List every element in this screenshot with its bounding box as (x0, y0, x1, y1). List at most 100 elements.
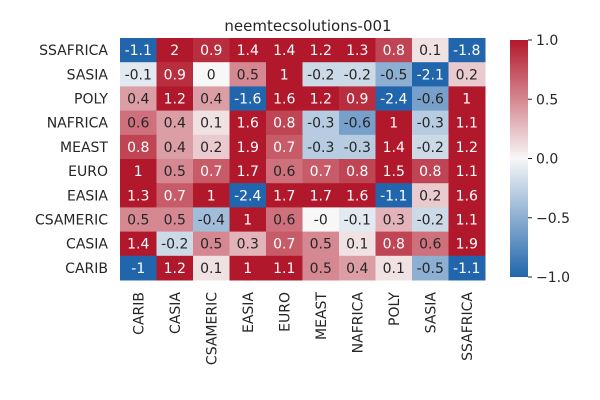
cell-value-label: -0.4 (198, 213, 225, 229)
cell-value-label: 0.1 (383, 261, 405, 277)
cell-value-label: 0.9 (346, 92, 368, 108)
colorbar: 1.0 0.5 0.0 −0.5 −1.0 (510, 33, 570, 286)
heatmap-cell (448, 183, 486, 208)
colorbar-tick-label: −0.5 (536, 211, 570, 227)
cell-value-label: 1.9 (456, 237, 478, 253)
heatmap-cell (156, 255, 194, 281)
cell-value-label: 1 (243, 261, 252, 277)
heatmap-cell (120, 38, 157, 63)
heatmap-cell (156, 38, 194, 63)
heatmap-cell (339, 231, 376, 257)
heatmap-cell (193, 86, 230, 112)
cell-value-label: 1.6 (237, 116, 259, 132)
heatmap-cell (120, 207, 157, 233)
cell-value-label: -1.1 (453, 261, 480, 277)
cell-value-label: 0.7 (273, 237, 295, 253)
y-tick-label: CSAMERIC (35, 213, 108, 229)
heatmap-cell (266, 159, 303, 184)
heatmap-cell (266, 255, 303, 281)
y-tick-label: CASIA (66, 237, 108, 253)
cell-value-label: 1.4 (273, 43, 295, 59)
heatmap-cell (120, 159, 157, 184)
heatmap-cell (448, 38, 486, 63)
cell-value-label: 0.3 (383, 213, 405, 229)
heatmap-cell (448, 231, 486, 257)
heatmap-cell (375, 86, 413, 112)
heatmap-cell (412, 231, 449, 257)
colorbar-tick-label: 1.0 (536, 33, 558, 49)
cell-value-label: 1.1 (273, 261, 295, 277)
cell-value-label: 1.2 (456, 140, 478, 156)
colorbar-tick-label: 0.0 (536, 152, 558, 168)
cell-value-label: 0.6 (127, 116, 149, 132)
heatmap-cell (193, 159, 230, 184)
heatmap-cell (339, 110, 376, 136)
cell-value-label: 1.3 (127, 188, 149, 204)
heatmap-cell (412, 207, 449, 233)
heatmap-cell (193, 207, 230, 233)
heatmap-cell (120, 183, 157, 208)
heatmap-cell (339, 159, 376, 184)
cell-value-label: 0.2 (200, 140, 222, 156)
heatmap-cell (156, 86, 194, 112)
heatmap-cell (120, 134, 157, 160)
cell-value-label: -0.3 (417, 116, 444, 132)
heatmap-cell (412, 62, 449, 87)
cell-value-label: 0.4 (200, 92, 222, 108)
cell-value-label: -0.1 (125, 67, 152, 83)
heatmap-cell (302, 159, 340, 184)
cell-value-label: 0.8 (383, 43, 405, 59)
heatmap-cell (229, 110, 267, 136)
cell-value-label: 0.5 (164, 213, 186, 229)
cell-value-label: 0.9 (164, 67, 186, 83)
cell-value-label: -1.1 (380, 188, 407, 204)
cell-value-label: 0.4 (164, 116, 186, 132)
cell-value-label: 0.7 (310, 164, 332, 180)
cell-value-label: 1.6 (346, 188, 368, 204)
cell-value-label: 1.7 (237, 164, 259, 180)
x-tick-label: EASIA (241, 292, 257, 333)
heatmap-cell (448, 62, 486, 87)
colorbar-tick-label: −1.0 (536, 270, 570, 286)
heatmap-cell (193, 255, 230, 281)
heatmap-cell (266, 134, 303, 160)
heatmap-cell (412, 183, 449, 208)
cell-value-label: 0.8 (127, 140, 149, 156)
x-tick-label: CSAMERIC (204, 292, 220, 365)
heatmap-cell (193, 110, 230, 136)
cell-value-label: -0.2 (417, 213, 444, 229)
cell-value-label: -0.3 (344, 140, 371, 156)
heatmap-cell (156, 159, 194, 184)
cell-value-label: 1.4 (383, 140, 405, 156)
cell-value-label: -0 (314, 213, 328, 229)
heatmap-cell (229, 159, 267, 184)
heatmap-cell (120, 86, 157, 112)
cell-value-label: 1.4 (237, 43, 259, 59)
cell-value-label: -0.2 (417, 140, 444, 156)
chart-title: neemtecsolutions-001 (224, 17, 391, 35)
heatmap-cell (302, 183, 340, 208)
cell-value-label: 0.4 (346, 261, 368, 277)
heatmap-cell (266, 231, 303, 257)
heatmap-cell (156, 62, 194, 87)
y-tick-label: POLY (74, 92, 108, 108)
cell-value-label: 0.8 (346, 164, 368, 180)
y-tick-label: NAFRICA (47, 116, 109, 132)
heatmap-cell (339, 183, 376, 208)
cell-value-label: 0.1 (346, 237, 368, 253)
cell-value-label: 0.9 (200, 43, 222, 59)
heatmap-cell (375, 134, 413, 160)
heatmap-cell (412, 159, 449, 184)
heatmap-cell (156, 110, 194, 136)
heatmap-cell (266, 110, 303, 136)
heatmap-cell (266, 183, 303, 208)
cell-value-label: -0.6 (417, 92, 444, 108)
heatmap-cell (193, 231, 230, 257)
cell-value-label: 1.2 (310, 43, 332, 59)
heatmap-cell (412, 110, 449, 136)
cell-value-label: 0.5 (164, 164, 186, 180)
cell-value-label: 1 (280, 67, 289, 83)
heatmap-cell (339, 134, 376, 160)
x-tick-label: EURO (277, 292, 293, 332)
y-tick-label: CARIB (65, 261, 108, 277)
